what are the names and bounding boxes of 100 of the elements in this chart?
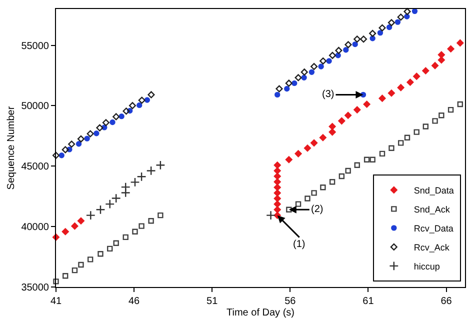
- point: [144, 97, 150, 103]
- point: [343, 47, 349, 53]
- point: [438, 51, 445, 58]
- point: [448, 106, 454, 113]
- point: [388, 90, 395, 97]
- point: [386, 24, 392, 30]
- point: [130, 177, 140, 188]
- point: [352, 41, 358, 48]
- point: [328, 122, 336, 130]
- point: [148, 91, 155, 98]
- y-tick-label: 55000: [21, 40, 50, 52]
- point: [294, 150, 302, 158]
- x-tick-label: 46: [128, 296, 140, 307]
- point: [397, 84, 404, 92]
- point: [370, 156, 376, 162]
- point: [413, 72, 420, 80]
- point: [320, 57, 327, 64]
- point: [338, 173, 345, 180]
- point: [335, 46, 342, 54]
- point: [360, 36, 368, 43]
- point: [120, 182, 130, 192]
- point: [304, 196, 310, 202]
- point: [146, 166, 156, 176]
- point: [274, 200, 281, 208]
- point: [105, 199, 115, 209]
- point: [388, 19, 395, 26]
- point: [111, 193, 121, 204]
- point: [276, 85, 283, 92]
- point: [310, 63, 318, 70]
- point: [77, 217, 85, 224]
- point: [338, 117, 346, 124]
- point: [62, 228, 69, 236]
- point: [397, 14, 404, 21]
- point: [274, 162, 281, 169]
- point: [138, 223, 144, 229]
- point: [344, 112, 352, 119]
- point: [404, 8, 411, 16]
- point: [354, 36, 361, 43]
- point: [62, 273, 68, 279]
- point: [86, 130, 94, 138]
- point: [369, 30, 376, 37]
- point: [58, 152, 64, 158]
- point: [274, 194, 281, 202]
- point: [308, 69, 315, 75]
- y-tick-label: 40000: [21, 222, 50, 234]
- point: [62, 146, 69, 154]
- point: [377, 30, 384, 36]
- point: [68, 140, 76, 148]
- point: [311, 190, 317, 196]
- point: [84, 136, 90, 142]
- point: [318, 64, 324, 70]
- point: [274, 206, 281, 214]
- y-tick-label: 35000: [21, 282, 50, 294]
- point: [304, 144, 312, 152]
- point: [156, 160, 166, 170]
- point: [328, 52, 336, 59]
- y-tick-label: 50000: [21, 101, 50, 112]
- point: [128, 102, 136, 110]
- point: [136, 172, 146, 182]
- annotation: (2): [311, 204, 324, 215]
- point: [132, 228, 138, 234]
- point: [266, 210, 276, 220]
- point: [294, 74, 302, 82]
- point: [378, 94, 386, 102]
- point: [274, 167, 281, 174]
- point: [107, 246, 113, 252]
- point: [328, 128, 336, 136]
- point: [113, 240, 119, 246]
- point: [414, 129, 420, 135]
- point: [148, 218, 154, 224]
- annotation: (3): [322, 89, 334, 100]
- point: [292, 80, 298, 86]
- point: [112, 113, 120, 120]
- point: [274, 92, 280, 98]
- point: [96, 124, 104, 132]
- point: [432, 118, 438, 124]
- point: [398, 140, 404, 146]
- point: [295, 201, 302, 207]
- point: [422, 67, 430, 74]
- point: [406, 78, 414, 86]
- point: [394, 19, 401, 25]
- point: [158, 212, 164, 218]
- point: [286, 206, 292, 212]
- point: [329, 178, 336, 185]
- annotation: (1): [293, 239, 306, 250]
- point: [274, 172, 281, 180]
- point: [388, 145, 394, 151]
- point: [378, 24, 386, 32]
- point: [364, 156, 370, 162]
- point: [94, 130, 100, 136]
- point: [320, 184, 326, 190]
- point: [72, 267, 78, 274]
- point: [284, 86, 290, 92]
- point: [52, 152, 60, 159]
- point: [456, 39, 464, 46]
- point: [122, 108, 130, 115]
- point: [77, 135, 85, 142]
- point: [404, 134, 410, 140]
- point: [87, 256, 94, 262]
- point: [136, 102, 142, 108]
